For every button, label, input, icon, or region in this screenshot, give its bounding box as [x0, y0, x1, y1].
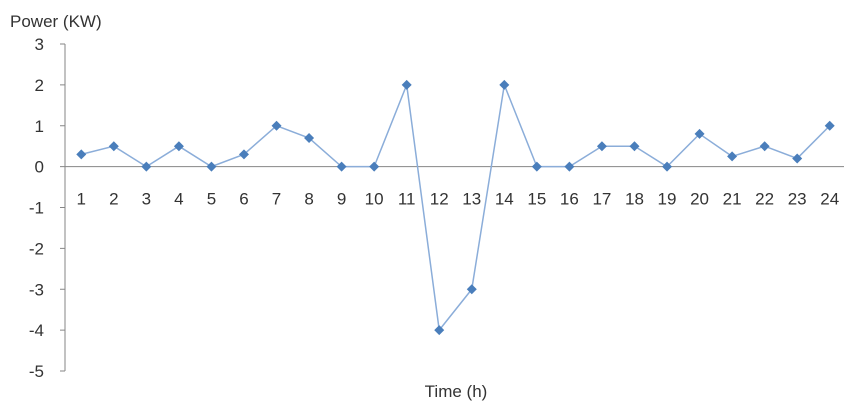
x-tick-label: 21 [723, 190, 742, 209]
x-tick-label: 6 [239, 190, 248, 209]
data-point-marker [108, 141, 119, 152]
y-tick-label: 2 [35, 76, 44, 95]
x-tick-label: 5 [207, 190, 216, 209]
series-markers-group [76, 79, 835, 336]
x-tick-label: 20 [690, 190, 709, 209]
data-point-marker [369, 161, 380, 172]
x-axis-label: Time (h) [425, 382, 488, 401]
x-tick-label: 4 [174, 190, 183, 209]
x-tick-label: 18 [625, 190, 644, 209]
data-point-marker [662, 161, 673, 172]
y-tick-label: -5 [29, 362, 44, 381]
data-point-marker [271, 120, 282, 131]
data-point-marker [499, 79, 510, 90]
data-point-marker [434, 325, 445, 336]
series-line-group [81, 81, 831, 332]
data-point-marker [466, 284, 477, 295]
y-tick-labels: 3 2 1 0 -1 -2 -3 -4 -5 [29, 35, 65, 381]
data-point-marker [141, 161, 152, 172]
data-point-marker [336, 161, 347, 172]
series-line [81, 81, 831, 332]
x-tick-label: 9 [337, 190, 346, 209]
data-point-marker [304, 133, 315, 144]
x-tick-label: 17 [592, 190, 611, 209]
x-tick-label: 3 [142, 190, 151, 209]
y-tick-label: -2 [29, 239, 44, 258]
x-tick-label: 12 [430, 190, 449, 209]
x-tick-label: 1 [77, 190, 86, 209]
x-tick-label: 16 [560, 190, 579, 209]
data-point-marker [759, 141, 770, 152]
data-point-marker [824, 120, 835, 131]
data-point-marker [792, 153, 803, 164]
y-tick-label: -4 [29, 321, 44, 340]
x-tick-label: 7 [272, 190, 281, 209]
y-tick-label: 1 [35, 117, 44, 136]
x-tick-label: 14 [495, 190, 514, 209]
data-point-marker [629, 141, 640, 152]
y-tick-label: -1 [29, 199, 44, 218]
data-point-marker [531, 161, 542, 172]
x-tick-label: 8 [304, 190, 313, 209]
x-tick-label: 23 [788, 190, 807, 209]
x-tick-label: 10 [365, 190, 384, 209]
x-tick-labels: 1 2 3 4 5 6 7 8 9 10 11 12 13 14 15 16 17 18 19 20 21 22 23 24 [77, 190, 840, 209]
data-point-marker [564, 161, 575, 172]
data-point-marker [206, 161, 217, 172]
data-point-marker [694, 128, 705, 139]
data-point-marker [727, 151, 738, 162]
data-point-marker [596, 141, 607, 152]
data-point-marker [173, 141, 184, 152]
data-point-marker [238, 149, 249, 160]
x-tick-label: 13 [462, 190, 481, 209]
y-tick-label: 0 [35, 158, 44, 177]
y-axis-label: Power (KW) [10, 12, 102, 31]
x-tick-label: 15 [527, 190, 546, 209]
x-tick-label: 11 [398, 190, 416, 209]
x-tick-label: 19 [658, 190, 677, 209]
y-tick-label: -3 [29, 280, 44, 299]
y-tick-label: 3 [35, 35, 44, 54]
data-point-marker [401, 79, 412, 90]
x-tick-label: 2 [109, 190, 118, 209]
data-point-marker [76, 149, 87, 160]
x-tick-label: 22 [755, 190, 774, 209]
x-tick-label: 24 [820, 190, 839, 209]
